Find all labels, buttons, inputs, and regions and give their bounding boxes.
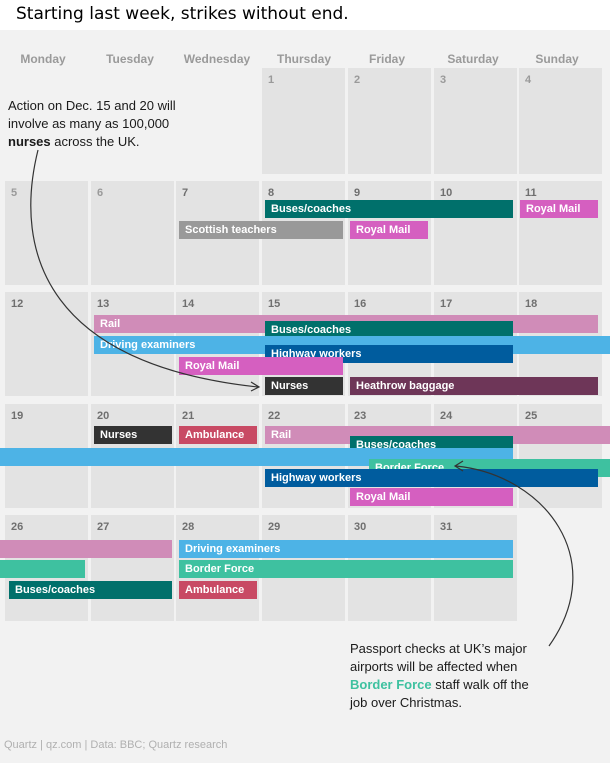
day-number: 30	[354, 521, 367, 533]
strike-bar-royal-mail: Royal Mail	[179, 357, 343, 375]
day-cell: 5	[5, 181, 88, 285]
strike-bar-nurses: Nurses	[265, 377, 343, 395]
day-cell: 25	[519, 404, 602, 508]
annotation-emphasis: Border Force	[350, 677, 432, 692]
strike-bar-buses-coaches: Buses/coaches	[9, 581, 172, 599]
day-number: 15	[268, 298, 281, 310]
day-number: 13	[97, 298, 110, 310]
dow-thursday: Thursday	[276, 52, 331, 66]
dow-sunday: Sunday	[535, 52, 579, 66]
source-credit: Quartz | qz.com | Data: BBC; Quartz rese…	[4, 739, 228, 751]
day-cell: 3	[434, 68, 517, 174]
page-title: Starting last week, strikes without end.	[16, 4, 349, 24]
day-number: 6	[97, 187, 104, 199]
day-number: 29	[268, 521, 281, 533]
dow-friday: Friday	[368, 52, 405, 66]
day-cell: 10	[434, 181, 517, 285]
day-number: 12	[11, 298, 24, 310]
strike-bar-rail	[0, 540, 172, 558]
annotation-text: staff walk off the	[431, 677, 529, 692]
day-number: 24	[440, 410, 453, 422]
day-number: 18	[525, 298, 538, 310]
strike-bar-nurses: Nurses	[94, 426, 172, 444]
dow-wednesday: Wednesday	[183, 52, 251, 66]
day-number: 9	[354, 187, 361, 199]
strike-bar-buses-coaches: Buses/coaches	[265, 200, 513, 218]
day-number: 28	[182, 521, 195, 533]
day-number: 22	[268, 410, 281, 422]
nurses-arrow-head	[250, 381, 261, 392]
day-cell: 11	[519, 181, 602, 285]
annotation-text: across the UK.	[50, 134, 140, 149]
day-number: 11	[525, 187, 537, 199]
annotation-line: nurses across the UK.	[8, 133, 228, 151]
border-force-annotation: Passport checks at UK’s major airports w…	[350, 640, 590, 712]
strike-bar-royal-mail: Royal Mail	[350, 488, 513, 506]
strike-bar-border-force: Border Force	[179, 560, 513, 578]
dow-saturday: Saturday	[447, 52, 499, 66]
day-number: 19	[11, 410, 24, 422]
strike-bar-highway-workers: Highway workers	[265, 469, 598, 487]
day-cell: 6	[91, 181, 174, 285]
dow-tuesday: Tuesday	[106, 52, 154, 66]
nurses-annotation: Action on Dec. 15 and 20 will involve as…	[8, 97, 228, 151]
day-cell: 12	[5, 292, 88, 396]
dow-monday: Monday	[20, 52, 66, 66]
day-number: 1	[268, 74, 275, 86]
strike-bar-ambulance: Ambulance	[179, 581, 257, 599]
day-number: 4	[525, 74, 532, 86]
day-cell: 1	[262, 68, 345, 174]
border-force-arrow-line	[455, 465, 574, 647]
annotation-line: airports will be affected when	[350, 659, 518, 674]
day-number: 31	[440, 521, 453, 533]
strike-bar-driving-examiners: Driving examiners	[179, 540, 513, 558]
annotation-line: Border Force staff walk off the	[350, 676, 590, 694]
strike-bar-border-force	[0, 560, 85, 578]
day-number: 26	[11, 521, 24, 533]
day-cell: 27	[91, 515, 174, 621]
day-number: 23	[354, 410, 367, 422]
day-number: 27	[97, 521, 110, 533]
day-number: 16	[354, 298, 367, 310]
day-cell: 2	[348, 68, 431, 174]
nurses-arrow-line	[30, 149, 259, 388]
annotation-emphasis: nurses	[8, 134, 51, 149]
day-number: 5	[11, 187, 18, 199]
strike-bar-ambulance: Ambulance	[179, 426, 257, 444]
annotation-line: involve as many as 100,000	[8, 116, 170, 131]
day-number: 10	[440, 187, 453, 199]
strike-bar-heathrow-baggage: Heathrow baggage	[350, 377, 598, 395]
day-number: 25	[525, 410, 538, 422]
day-number: 17	[440, 298, 453, 310]
day-number: 21	[182, 410, 195, 422]
day-number: 2	[354, 74, 361, 86]
day-number: 8	[268, 187, 275, 199]
title-band	[0, 0, 610, 30]
border-force-arrow-head	[453, 460, 464, 472]
strike-bar-royal-mail: Royal Mail	[350, 221, 428, 239]
day-number: 7	[182, 187, 189, 199]
day-number: 3	[440, 74, 447, 86]
strike-bar-scottish-teachers: Scottish teachers	[179, 221, 343, 239]
strike-bar-buses-coaches: Buses/coaches	[265, 321, 513, 339]
strike-bar-royal-mail: Royal Mail	[520, 200, 598, 218]
day-number: 20	[97, 410, 110, 422]
annotation-line: Action on Dec. 15 and 20 will	[8, 98, 176, 113]
day-cell: 4	[519, 68, 602, 174]
annotation-line: job over Christmas.	[350, 695, 462, 710]
day-number: 14	[182, 298, 195, 310]
annotation-line: Passport checks at UK’s major	[350, 641, 527, 656]
